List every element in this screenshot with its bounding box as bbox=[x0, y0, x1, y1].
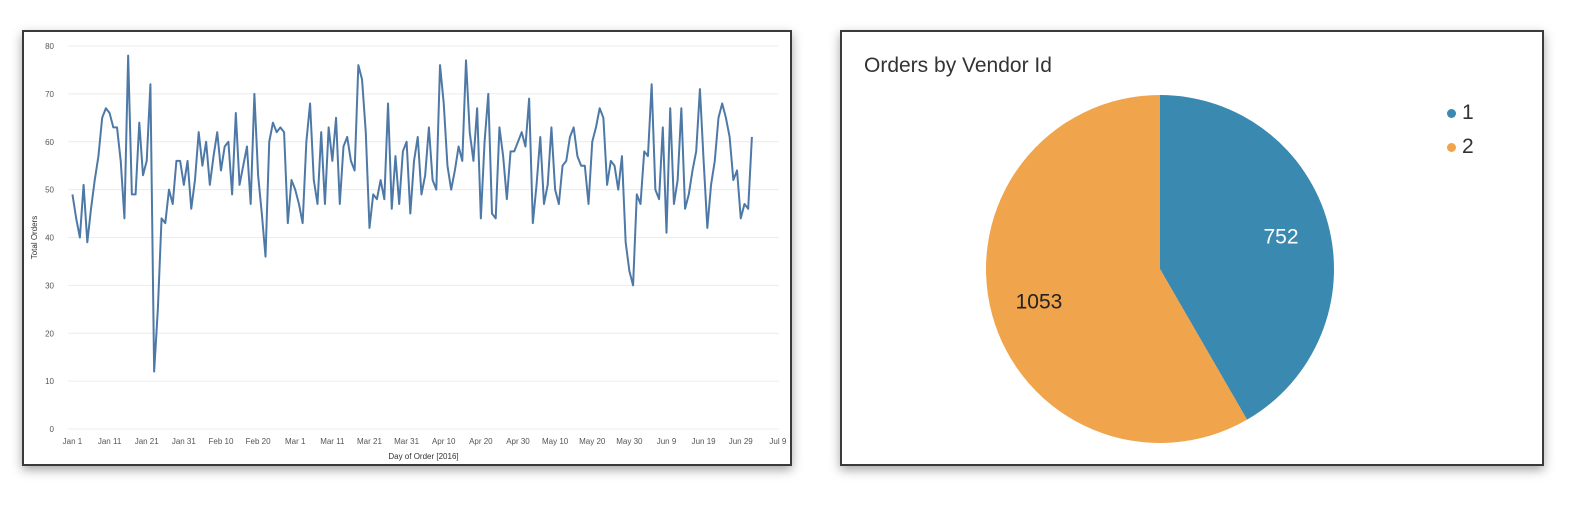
x-tick-label: Feb 20 bbox=[246, 437, 271, 446]
pie-slice-vendor-2[interactable] bbox=[986, 95, 1248, 443]
y-tick-label: 50 bbox=[45, 186, 54, 195]
x-tick-label: Jan 1 bbox=[63, 437, 83, 446]
x-tick-label: Jul 9 bbox=[769, 437, 786, 446]
x-tick-label: May 20 bbox=[579, 437, 606, 446]
y-tick-label: 60 bbox=[45, 138, 54, 147]
pie-chart-panel: Orders by Vendor Id 752 1053 1 2 bbox=[840, 30, 1544, 466]
x-tick-label: Jan 21 bbox=[135, 437, 160, 446]
x-tick-label: Jun 29 bbox=[729, 437, 754, 446]
legend-label-2: 2 bbox=[1462, 135, 1474, 158]
x-tick-label: Mar 31 bbox=[394, 437, 419, 446]
x-tick-label: Mar 1 bbox=[285, 437, 306, 446]
y-tick-label: 30 bbox=[45, 281, 54, 290]
pie-legend: 1 2 bbox=[1447, 96, 1474, 164]
legend-swatch-1 bbox=[1447, 108, 1456, 118]
x-tick-label: Apr 30 bbox=[506, 437, 530, 446]
x-tick-label: Jan 31 bbox=[172, 437, 197, 446]
y-axis-title: Total Orders bbox=[30, 216, 39, 260]
y-tick-label: 70 bbox=[45, 90, 54, 99]
pie-slice-value-label: 1053 bbox=[1016, 290, 1063, 313]
x-tick-label: Jun 9 bbox=[657, 437, 677, 446]
x-tick-label: Mar 11 bbox=[320, 437, 345, 446]
pie-slice-vendor-1[interactable] bbox=[1160, 95, 1334, 420]
x-tick-label: Jun 19 bbox=[692, 437, 717, 446]
y-tick-label: 40 bbox=[45, 234, 54, 243]
pie-slice-value-label: 752 bbox=[1263, 226, 1298, 249]
y-tick-label: 20 bbox=[45, 329, 54, 338]
pie-chart-title: Orders by Vendor Id bbox=[864, 54, 1052, 77]
legend-label-1: 1 bbox=[1462, 101, 1474, 124]
x-tick-label: Apr 20 bbox=[469, 437, 493, 446]
y-tick-label: 0 bbox=[50, 425, 55, 434]
legend-item-2[interactable]: 2 bbox=[1447, 130, 1474, 164]
x-axis-title: Day of Order [2016] bbox=[388, 452, 458, 461]
line-chart-panel: 0 10 20 30 40 50 60 70 80 Jan 1 Jan 11 Jan 21 Jan 31… bbox=[22, 30, 792, 466]
total-orders-line-chart: 0 10 20 30 40 50 60 70 80 Jan 1 Jan 11 Jan 21 Jan 31… bbox=[30, 42, 787, 461]
x-tick-label: Apr 10 bbox=[432, 437, 456, 446]
total-orders-series-line bbox=[71, 54, 753, 373]
x-tick-label: Mar 21 bbox=[357, 437, 382, 446]
y-tick-label: 10 bbox=[45, 377, 54, 386]
y-tick-label: 80 bbox=[45, 42, 54, 51]
x-tick-label: Feb 10 bbox=[209, 437, 234, 446]
legend-swatch-2 bbox=[1447, 142, 1456, 152]
x-tick-label: Jan 11 bbox=[98, 437, 122, 446]
legend-item-1[interactable]: 1 bbox=[1447, 96, 1474, 130]
x-tick-label: May 30 bbox=[616, 437, 643, 446]
vendor-pie-chart: 752 1053 bbox=[986, 95, 1334, 443]
x-tick-label: May 10 bbox=[542, 437, 569, 446]
